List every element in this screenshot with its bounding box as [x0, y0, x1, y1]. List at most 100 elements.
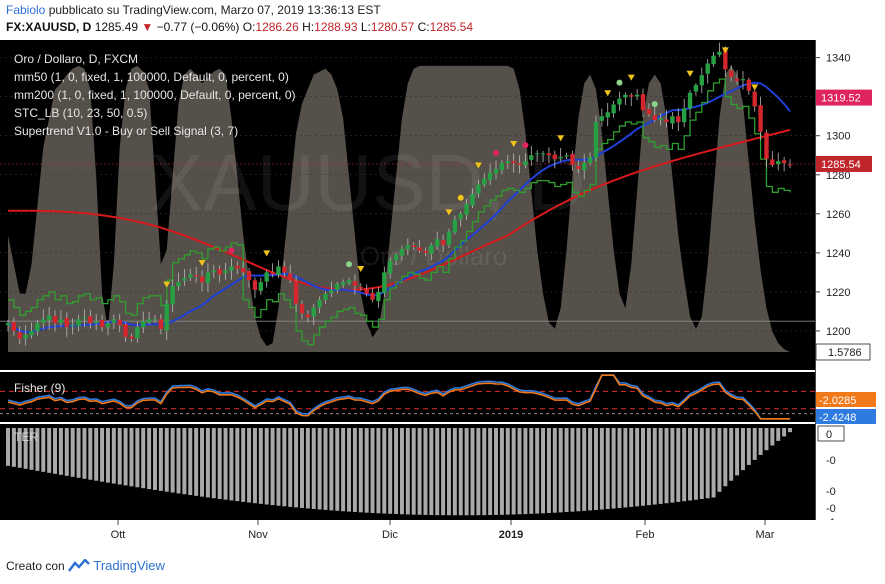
- candle: [99, 319, 105, 328]
- ter-bar: [588, 428, 593, 511]
- ter-bar: [782, 428, 787, 437]
- ter-bar: [752, 428, 757, 460]
- sell-signal-marker: [604, 90, 612, 97]
- sell-signal-marker: [510, 141, 518, 148]
- footer-brand[interactable]: TradingView: [93, 558, 165, 573]
- candle: [229, 266, 234, 271]
- sell-signal-marker: [751, 84, 759, 91]
- candle: [358, 287, 363, 289]
- open-value: 1286.26: [255, 20, 299, 34]
- sell-signal-marker: [263, 250, 271, 257]
- fisher-pane-bg: [0, 372, 815, 422]
- candle: [576, 166, 581, 169]
- candle: [482, 178, 487, 185]
- ter-bar: [770, 428, 775, 446]
- ter-bar: [364, 428, 369, 513]
- ter-bar: [617, 428, 622, 509]
- ter-bar: [582, 428, 587, 511]
- candle: [376, 291, 381, 302]
- candle: [417, 247, 422, 251]
- candle: [217, 269, 222, 275]
- candle: [11, 321, 17, 331]
- ter-bar: [88, 428, 93, 480]
- ter-bar: [740, 428, 745, 471]
- candle: [711, 55, 716, 65]
- ter-bar: [470, 428, 475, 516]
- ter-bar: [105, 428, 110, 483]
- candle: [487, 172, 493, 180]
- x-tick-label: 2019: [499, 529, 523, 541]
- ter-bar: [329, 428, 334, 511]
- candle: [64, 317, 69, 328]
- candle: [505, 161, 510, 164]
- ter-bar: [205, 428, 210, 498]
- ter-bar: [217, 428, 222, 499]
- ter-bar: [358, 428, 363, 513]
- candle: [52, 315, 58, 324]
- ter-bar: [476, 428, 481, 516]
- ter-bar: [158, 428, 163, 491]
- ter-bar: [323, 428, 328, 510]
- publish-info: Fabiolo pubblicato su TradingView.com, M…: [6, 3, 381, 17]
- candle: [781, 160, 787, 164]
- signal-dot: [616, 79, 623, 86]
- candle: [658, 118, 663, 120]
- ter-bar: [505, 428, 510, 515]
- ter-bar: [211, 428, 216, 499]
- ter-bar: [100, 428, 105, 482]
- candle: [264, 272, 269, 282]
- candle: [146, 319, 152, 323]
- legend-mm50: mm50 (1, 0, fixed, 1, 100000, Default, 0…: [14, 70, 289, 84]
- footer-created: Creato con: [6, 559, 65, 573]
- candle: [764, 132, 769, 160]
- candle: [534, 153, 540, 155]
- ter-bar: [194, 428, 199, 496]
- candle: [787, 164, 793, 166]
- ma-layer: [7, 78, 791, 346]
- candle: [223, 270, 228, 274]
- ter-bar: [546, 428, 551, 514]
- ter-bar: [188, 428, 193, 496]
- candle: [423, 250, 428, 253]
- candle: [493, 168, 499, 174]
- sell-signal-marker: [721, 47, 729, 54]
- legend-mm200: mm200 (1, 0, fixed, 1, 100000, Default, …: [14, 88, 296, 102]
- down-arrow-icon: ▼: [141, 20, 154, 34]
- candle: [29, 330, 34, 336]
- candle: [158, 319, 164, 329]
- candle: [746, 79, 752, 91]
- chart-area[interactable]: XAUUSD, D Oro / Dollaro Fisher (9) TER 1…: [0, 40, 885, 548]
- ter-bar: [270, 428, 275, 506]
- author-name[interactable]: Fabiolo: [6, 3, 46, 17]
- candle: [734, 78, 740, 82]
- ter-bar: [58, 428, 63, 475]
- candle: [276, 266, 281, 275]
- candle: [193, 274, 199, 277]
- candle: [593, 122, 599, 158]
- y-tick-label: 1340: [826, 53, 850, 65]
- candle: [93, 321, 99, 324]
- ter-bar: [758, 428, 763, 455]
- time-axis[interactable]: [0, 520, 885, 548]
- ter-bar: [276, 428, 281, 506]
- ter-bar: [541, 428, 546, 514]
- candle: [105, 323, 111, 328]
- candle: [188, 274, 193, 278]
- price-change: −0.77 (−0.06%): [156, 20, 240, 34]
- legend-title: Oro / Dollaro, D, FXCM: [14, 52, 139, 66]
- price-axis[interactable]: [815, 40, 885, 520]
- ter-bar: [682, 428, 687, 502]
- ter-bar: [717, 428, 722, 492]
- candle: [705, 63, 710, 74]
- ter-bar: [299, 428, 304, 508]
- candle: [470, 194, 475, 206]
- candle: [335, 284, 340, 291]
- ter-bar: [170, 428, 175, 493]
- ter-bar: [382, 428, 387, 514]
- candle: [311, 307, 316, 317]
- ter-tick-label: -0: [826, 486, 836, 498]
- ter-bar: [452, 428, 457, 516]
- ter-bar: [623, 428, 628, 508]
- candle: [729, 70, 734, 78]
- ter-bar: [370, 428, 375, 513]
